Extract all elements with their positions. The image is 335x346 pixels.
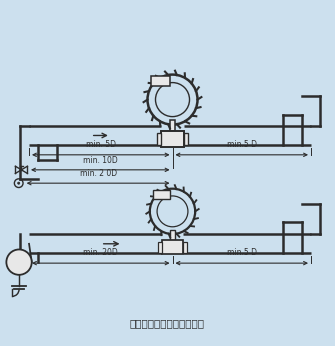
Bar <box>157 133 161 145</box>
Bar <box>161 131 184 147</box>
Bar <box>158 242 162 253</box>
Circle shape <box>150 189 195 234</box>
Text: 弯管、阀门和泵之间的安装: 弯管、阀门和泵之间的安装 <box>130 318 205 328</box>
Bar <box>162 240 183 254</box>
Bar <box>170 229 175 240</box>
Bar <box>183 242 187 253</box>
Bar <box>170 120 175 131</box>
Circle shape <box>18 182 20 184</box>
Text: min. 2 0D: min. 2 0D <box>79 169 117 178</box>
Bar <box>184 133 188 145</box>
Text: min. 10D: min. 10D <box>83 156 118 165</box>
Text: min.5 D: min.5 D <box>227 140 257 149</box>
Bar <box>153 190 170 199</box>
Text: min.5 D: min.5 D <box>227 248 257 257</box>
Text: min. 20D: min. 20D <box>83 248 118 257</box>
Circle shape <box>147 75 198 125</box>
Bar <box>151 76 170 86</box>
Text: min. 5D: min. 5D <box>86 140 116 149</box>
Circle shape <box>6 249 32 275</box>
